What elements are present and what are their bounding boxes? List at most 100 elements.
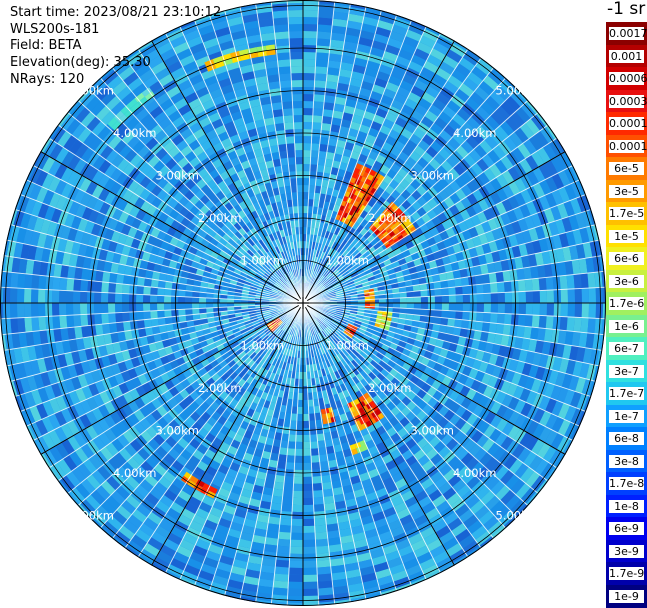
range-gate: [344, 562, 360, 572]
range-gate: [66, 278, 75, 291]
range-gate: [504, 303, 512, 314]
range-gate: [155, 500, 171, 514]
range-gate: [379, 470, 392, 482]
range-gate: [496, 404, 508, 418]
range-gate: [248, 157, 258, 167]
range-gate: [392, 303, 400, 309]
range-gate: [256, 471, 267, 481]
range-gate: [385, 482, 398, 494]
range-gate: [256, 4, 273, 14]
range-gate: [246, 384, 255, 394]
range-gate: [95, 105, 111, 121]
range-gate: [192, 466, 206, 478]
range-gate: [356, 331, 365, 338]
range-gate: [242, 364, 251, 373]
range-gate: [196, 151, 209, 163]
range-gate: [371, 555, 388, 566]
range-gate: [119, 254, 129, 266]
range-gate: [259, 25, 275, 35]
range-gate: [407, 532, 424, 546]
range-gate: [134, 528, 152, 543]
range-gate: [568, 375, 580, 392]
range-gate: [548, 369, 559, 385]
range-gate: [232, 558, 248, 570]
range-gate: [217, 131, 230, 142]
range-gate: [162, 181, 174, 194]
range-gate: [538, 395, 551, 411]
range-gate: [495, 485, 511, 501]
range-gate: [555, 371, 566, 388]
range-gate: [185, 296, 193, 303]
range-gate: [249, 461, 260, 472]
range-gate: [295, 434, 303, 442]
range-gate: [240, 458, 252, 469]
range-gate: [489, 500, 506, 516]
range-gate: [372, 394, 382, 405]
range-gate: [260, 428, 269, 438]
range-gate: [317, 10, 334, 19]
range-gate: [192, 285, 201, 293]
range-gate: [420, 526, 436, 540]
range-gate: [315, 538, 329, 547]
range-gate: [293, 476, 303, 484]
range-gate: [229, 337, 238, 345]
range-gate: [78, 243, 88, 257]
range-gate: [102, 520, 119, 537]
range-gate: [192, 313, 201, 321]
range-gate: [348, 468, 359, 478]
range-gate: [90, 223, 102, 237]
range-gate: [303, 52, 317, 60]
range-gate: [511, 443, 526, 459]
range-gate: [231, 257, 240, 265]
range-gate: [238, 465, 250, 476]
range-gate: [88, 454, 103, 470]
range-gate: [11, 332, 21, 349]
range-gate: [67, 435, 81, 452]
range-gate: [378, 332, 388, 340]
range-gate: [295, 371, 300, 379]
range-gate: [230, 351, 239, 360]
range-gate: [104, 228, 115, 241]
range-gate: [519, 432, 533, 448]
range-gate: [308, 413, 316, 421]
range-gate: [295, 441, 303, 449]
range-gate: [370, 333, 379, 341]
range-gate: [342, 349, 350, 357]
range-gate: [63, 454, 78, 472]
range-gate: [94, 313, 103, 325]
range-gate: [480, 490, 496, 506]
range-gate: [141, 344, 151, 355]
range-gate: [258, 374, 266, 384]
range-gate: [215, 219, 225, 229]
range-gate: [290, 66, 303, 74]
range-gate: [268, 356, 275, 365]
range-gate: [325, 516, 338, 525]
range-gate: [351, 367, 360, 376]
range-gate: [242, 582, 259, 593]
range-gate: [426, 316, 435, 324]
range-gate: [271, 495, 283, 504]
range-gate: [487, 520, 504, 537]
range-gate: [84, 371, 95, 386]
range-gate: [303, 66, 316, 74]
range-gate: [454, 393, 466, 406]
range-gate: [105, 250, 115, 263]
range-gate: [287, 595, 303, 603]
range-gate: [160, 48, 177, 62]
range-gate: [245, 336, 253, 344]
range-gate: [531, 352, 542, 367]
range-gate: [206, 287, 215, 294]
range-gate: [216, 561, 233, 573]
range-gate: [244, 319, 252, 326]
range-gate: [432, 345, 442, 356]
range-gate: [137, 373, 148, 386]
range-gate: [256, 329, 265, 336]
range-gate: [530, 475, 546, 492]
range-gate: [338, 333, 346, 340]
range-gate: [255, 155, 266, 165]
range-gate: [417, 454, 431, 467]
range-gate: [310, 335, 314, 344]
range-gate: [233, 331, 242, 338]
range-gate: [371, 511, 386, 522]
range-gate: [449, 360, 459, 371]
